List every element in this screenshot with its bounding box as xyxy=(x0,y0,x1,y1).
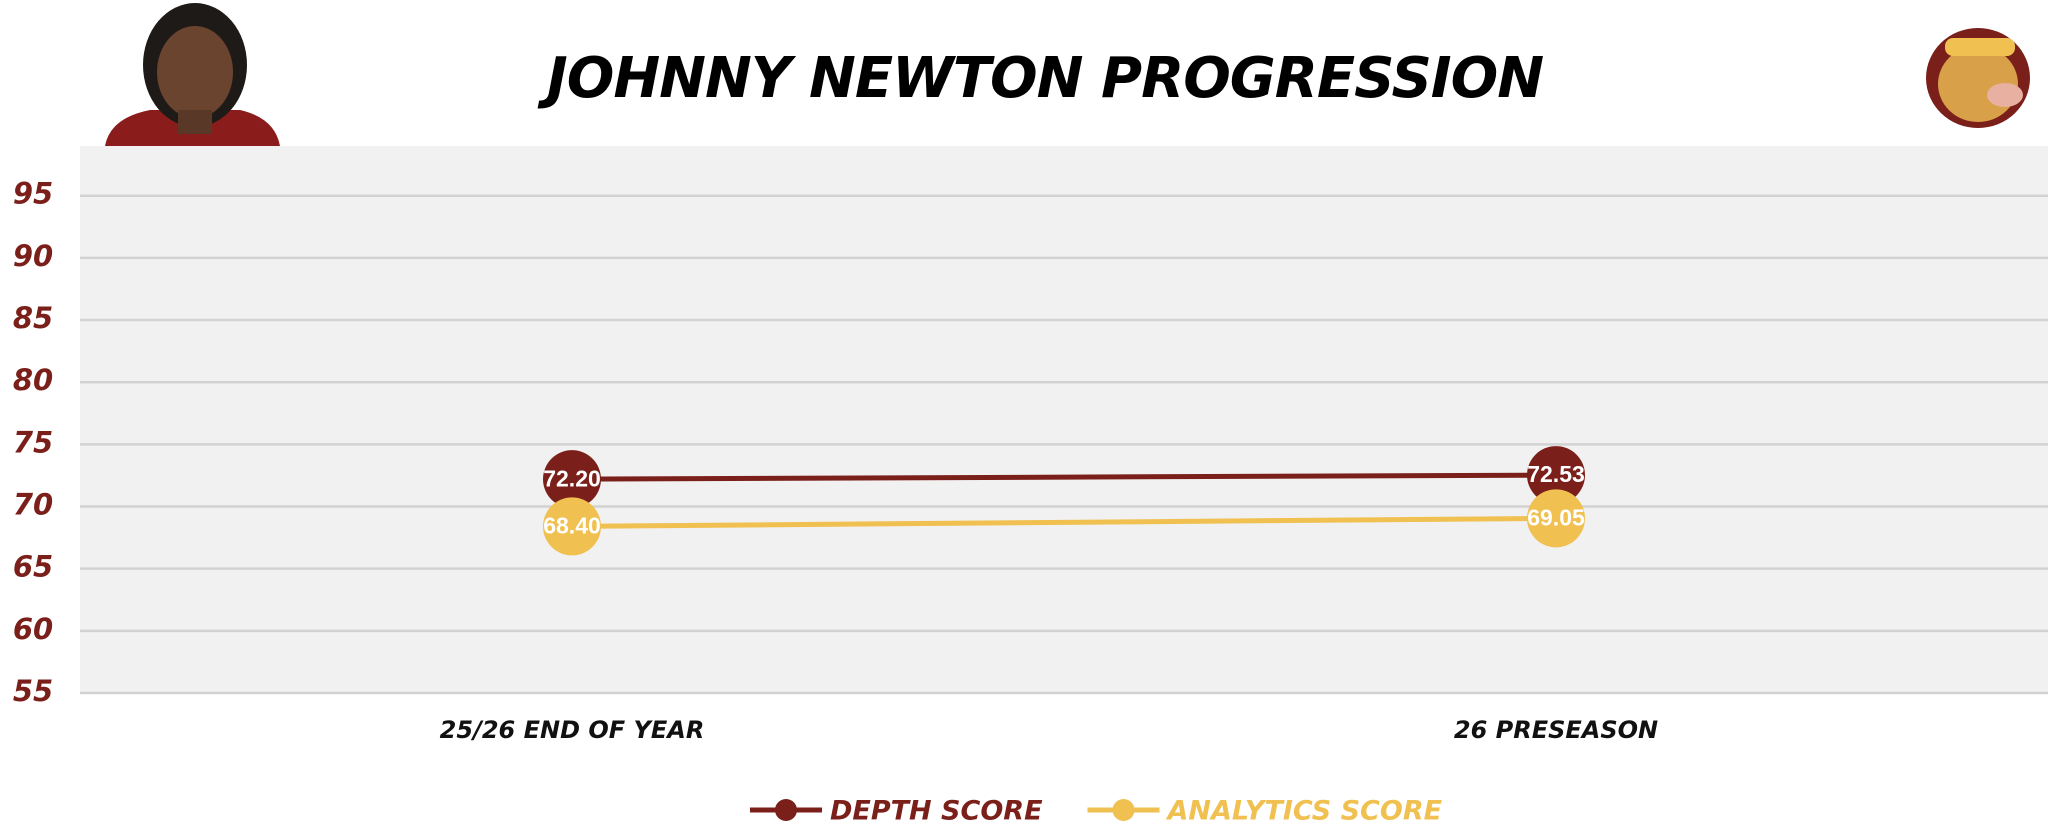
data-label: 68.40 xyxy=(543,512,601,538)
data-label: 72.20 xyxy=(543,465,601,491)
team-logo xyxy=(1926,28,2030,128)
y-tick-label: 80 xyxy=(13,363,53,397)
data-point xyxy=(1527,446,1585,505)
legend-marker xyxy=(775,799,797,821)
y-tick-label: 55 xyxy=(13,674,53,708)
y-tick-label: 65 xyxy=(13,550,53,584)
y-tick-label: 75 xyxy=(13,425,53,459)
series-line xyxy=(571,472,1557,482)
y-tick-label: 60 xyxy=(13,612,53,646)
series-line xyxy=(571,515,1557,529)
legend-marker xyxy=(1112,799,1135,821)
legend-label: ANALYTICS SCORE xyxy=(1166,796,1443,827)
x-tick-label: 26 PRESEASON xyxy=(1454,716,1658,744)
player-photo xyxy=(105,3,280,146)
plot-background xyxy=(80,146,2048,693)
legend-label: DEPTH SCORE xyxy=(830,796,1043,827)
data-point xyxy=(543,497,601,556)
data-label: 69.05 xyxy=(1527,504,1585,530)
y-tick-label: 90 xyxy=(13,239,53,273)
y-tick-label: 85 xyxy=(13,301,53,335)
data-point xyxy=(543,450,601,509)
data-point xyxy=(1527,489,1585,548)
chart-title: JOHNNY NEWTON PROGRESSION xyxy=(537,46,1543,111)
y-tick-label: 70 xyxy=(13,488,53,522)
data-label: 72.53 xyxy=(1527,461,1585,487)
x-tick-label: 25/26 END OF YEAR xyxy=(440,716,705,744)
y-tick-label: 95 xyxy=(13,177,53,211)
